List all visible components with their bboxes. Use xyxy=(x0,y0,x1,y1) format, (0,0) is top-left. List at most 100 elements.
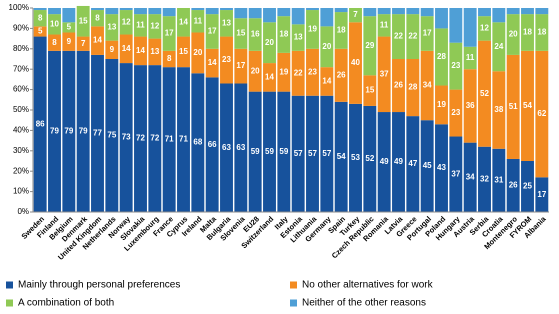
value-label: 32 xyxy=(480,174,489,183)
value-label: 59 xyxy=(265,147,274,156)
bar-segment xyxy=(220,10,233,37)
legend-marker xyxy=(290,281,297,289)
bar-segment xyxy=(506,8,520,15)
bar-segment xyxy=(105,59,119,212)
value-label: 28 xyxy=(437,52,446,61)
bar-segment xyxy=(48,14,61,35)
bar-segment xyxy=(435,8,448,29)
bar-segment xyxy=(449,42,463,90)
value-label: 59 xyxy=(251,147,260,156)
bar-segment xyxy=(191,10,205,33)
value-label: 34 xyxy=(423,81,432,90)
y-tick-label: 40% xyxy=(13,126,29,135)
value-label: 37 xyxy=(380,69,389,78)
bar-segment xyxy=(392,112,405,212)
value-label: 79 xyxy=(50,127,59,136)
bar-segment xyxy=(220,83,233,212)
value-label: 16 xyxy=(251,30,260,39)
value-label: 13 xyxy=(107,22,116,31)
value-label: 20 xyxy=(193,48,202,57)
bar-segment xyxy=(134,36,147,66)
value-label: 14 xyxy=(93,36,102,45)
y-tick-label: 100% xyxy=(9,3,29,12)
value-label: 47 xyxy=(408,159,417,168)
value-label: 75 xyxy=(107,131,116,140)
legend-label: Mainly through personal preferences xyxy=(18,280,180,291)
bar-segment xyxy=(76,50,90,213)
bar-segment xyxy=(334,48,348,102)
bar-segment xyxy=(334,12,348,49)
bar-segment xyxy=(263,8,276,23)
bar-segment xyxy=(377,112,391,212)
bar-segment xyxy=(248,8,262,19)
bar-segment xyxy=(392,8,405,15)
bar-segment xyxy=(134,14,147,37)
value-label: 79 xyxy=(79,127,88,136)
bar-segment xyxy=(91,54,104,212)
bar-segment xyxy=(463,8,477,47)
bar-segment xyxy=(535,14,549,51)
bar-segment xyxy=(33,8,47,11)
value-label: 26 xyxy=(394,81,403,90)
bar-segment xyxy=(119,8,133,11)
bar-segment xyxy=(248,50,262,92)
value-label: 62 xyxy=(537,109,546,118)
value-label: 53 xyxy=(351,153,360,162)
bar-segment xyxy=(406,59,420,117)
value-label: 18 xyxy=(523,28,532,37)
bar-segment xyxy=(449,89,463,137)
bar-segment xyxy=(162,16,176,51)
bar-segment xyxy=(205,48,219,78)
value-label: 72 xyxy=(136,134,145,143)
value-label: 28 xyxy=(408,83,417,92)
bar-segment xyxy=(363,16,377,76)
y-tick-label: 70% xyxy=(13,64,29,73)
bar-segment xyxy=(105,14,119,41)
bar-segment xyxy=(91,8,104,11)
value-label: 13 xyxy=(294,33,303,42)
bar-segment xyxy=(205,77,219,212)
bar-segment xyxy=(377,36,391,113)
bar-segment xyxy=(492,148,506,212)
value-label: 12 xyxy=(122,17,131,26)
value-label: 17 xyxy=(423,29,432,38)
bar-segment xyxy=(33,26,47,37)
bar-segment xyxy=(420,16,434,51)
value-label: 22 xyxy=(408,32,417,41)
value-label: 17 xyxy=(236,61,245,70)
bar-segment xyxy=(205,8,219,15)
value-label: 25 xyxy=(523,182,532,191)
bar-segment xyxy=(535,8,549,15)
bar-segment xyxy=(363,105,377,212)
y-tick-label: 0% xyxy=(17,207,29,216)
value-label: 8 xyxy=(95,13,100,22)
y-tick-label: 60% xyxy=(13,85,29,94)
value-label: 43 xyxy=(437,163,446,172)
value-label: 17 xyxy=(537,190,546,199)
value-label: 72 xyxy=(150,134,159,143)
bar-segment xyxy=(306,95,319,212)
bar-segment xyxy=(306,10,319,49)
value-label: 14 xyxy=(136,46,145,55)
value-label: 40 xyxy=(351,58,360,67)
bar-segment xyxy=(420,8,434,17)
bar-segment xyxy=(148,14,162,39)
bar-segment xyxy=(234,48,248,84)
value-label: 5 xyxy=(38,27,43,36)
bar-segment xyxy=(521,50,534,162)
bar-segment xyxy=(406,14,420,60)
bar-segment xyxy=(320,95,334,212)
value-label: 15 xyxy=(79,16,88,25)
value-label: 49 xyxy=(380,157,389,166)
value-label: 22 xyxy=(294,68,303,77)
bar-segment xyxy=(478,8,491,17)
bar-segment xyxy=(521,8,534,15)
value-label: 17 xyxy=(165,29,174,38)
value-label: 11 xyxy=(380,20,389,29)
value-label: 26 xyxy=(337,70,346,79)
bar-segment xyxy=(463,142,477,212)
bar-segment xyxy=(62,8,76,23)
value-label: 57 xyxy=(308,149,317,158)
value-label: 5 xyxy=(67,22,72,31)
